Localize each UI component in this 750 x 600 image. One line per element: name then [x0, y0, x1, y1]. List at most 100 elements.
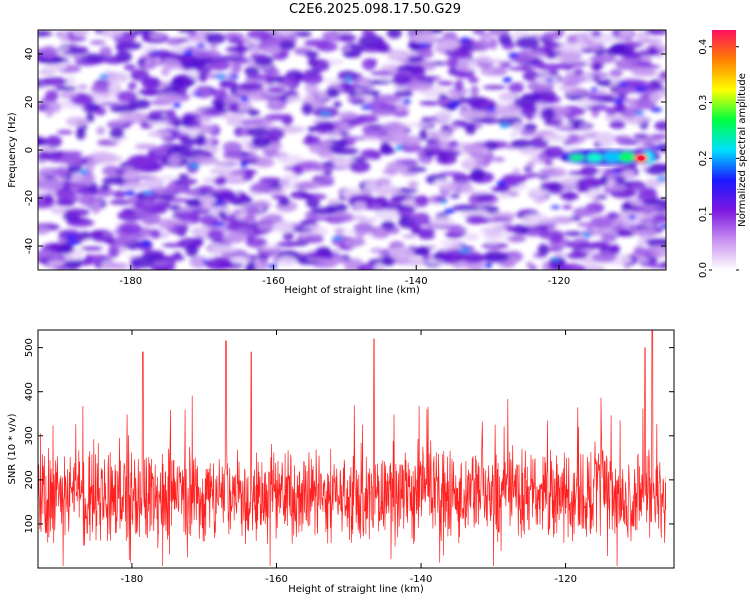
heatmap-cell	[185, 244, 199, 258]
heatmap-cell	[71, 175, 97, 181]
heatmap-cell	[439, 200, 448, 204]
heatmap-cell	[386, 131, 410, 145]
spectrogram-ticks: -180 -160 -140 -120 -40 -20 0 20 40	[24, 30, 666, 287]
heatmap-cell	[62, 36, 87, 42]
heatmap-cell	[188, 120, 202, 128]
heatmap-cell	[196, 43, 206, 48]
heatmap-cell	[100, 30, 124, 38]
heatmap-cell	[623, 52, 642, 59]
heatmap-cell	[602, 151, 623, 162]
heatmap-cell	[396, 205, 416, 211]
heatmap-cell	[216, 190, 238, 202]
heatmap-cell	[641, 38, 663, 44]
heatmap-cell	[524, 172, 541, 178]
heatmap-cell	[525, 115, 535, 121]
heatmap-cell	[72, 190, 94, 195]
heatmap-cell	[619, 81, 628, 87]
heatmap-cell	[236, 194, 250, 202]
heatmap-cell	[123, 63, 136, 71]
heatmap-cell	[475, 193, 496, 202]
heatmap-cell	[183, 189, 202, 195]
heatmap-cell	[316, 41, 338, 52]
heatmap-cell	[158, 218, 175, 230]
heatmap-cell	[505, 227, 520, 232]
heatmap-cell	[519, 103, 538, 117]
heatmap-cell	[147, 116, 170, 121]
heatmap-cell	[556, 51, 583, 64]
heatmap-cell	[204, 257, 233, 270]
heatmap-cell	[407, 181, 419, 188]
heatmap-cell	[64, 259, 81, 270]
heatmap-cell	[279, 39, 296, 51]
heatmap-cell	[537, 63, 564, 71]
heatmap-cell	[220, 234, 248, 243]
heatmap-cell	[209, 146, 220, 154]
y-tick-label: 400	[24, 382, 35, 401]
heatmap-cell	[510, 139, 534, 148]
heatmap-cell	[38, 30, 53, 37]
heatmap-cell	[307, 90, 328, 95]
heatmap-cell	[238, 82, 263, 92]
heatmap-cell	[458, 60, 470, 72]
heatmap-cell	[470, 85, 479, 97]
heatmap-cell	[491, 30, 505, 34]
heatmap-cell	[546, 78, 554, 83]
heatmap-cell	[83, 162, 95, 172]
heatmap-cell	[207, 229, 225, 241]
heatmap-cell	[128, 98, 151, 110]
heatmap-cell	[634, 110, 644, 116]
heatmap-cell	[636, 137, 663, 145]
heatmap-cell	[414, 195, 429, 208]
heatmap-cell	[56, 129, 73, 135]
heatmap-cell	[143, 177, 165, 189]
heatmap-cell	[589, 241, 610, 250]
heatmap-cell	[410, 64, 426, 75]
heatmap-cell	[613, 87, 641, 94]
heatmap-cell	[257, 254, 270, 259]
heatmap-cell	[195, 65, 212, 75]
heatmap-signal	[560, 149, 658, 166]
heatmap-cell	[543, 160, 554, 166]
heatmap-cell	[411, 227, 436, 235]
heatmap-cell	[496, 180, 507, 187]
heatmap-cell	[338, 33, 356, 43]
heatmap-cell	[176, 211, 199, 222]
heatmap-cell	[130, 256, 155, 269]
heatmap-cell	[604, 183, 628, 192]
heatmap-cell	[174, 127, 201, 135]
heatmap-cell	[452, 204, 480, 212]
heatmap-cell	[277, 154, 305, 165]
spectrogram-y-label: Frequency (Hz)	[7, 112, 18, 188]
heatmap-cell	[636, 49, 662, 56]
heatmap-cell	[142, 190, 154, 195]
heatmap-cell	[41, 76, 68, 86]
heatmap-cell	[240, 96, 249, 102]
heatmap-cell	[484, 151, 495, 163]
heatmap-cell	[436, 97, 451, 104]
heatmap-cell	[609, 68, 623, 78]
heatmap-cell	[197, 72, 208, 83]
heatmap-cell	[595, 131, 615, 145]
heatmap-cell	[301, 102, 314, 115]
heatmap-cell	[192, 92, 203, 97]
heatmap-cell	[510, 107, 521, 112]
heatmap-cell	[501, 173, 527, 185]
heatmap-cell	[209, 42, 218, 51]
heatmap-cell	[394, 89, 414, 98]
heatmap-cell	[491, 186, 509, 193]
heatmap-cell	[245, 74, 274, 80]
heatmap-cell	[542, 133, 570, 143]
heatmap-cell	[65, 116, 88, 127]
heatmap-cell	[561, 204, 573, 210]
heatmap-cell	[118, 222, 142, 235]
heatmap-cell	[415, 75, 442, 81]
heatmap-cell	[55, 198, 76, 207]
heatmap-cell	[301, 73, 324, 85]
heatmap-cell	[300, 219, 318, 225]
heatmap-cell	[499, 122, 510, 129]
heatmap-cell	[498, 33, 513, 45]
heatmap-cell	[437, 149, 461, 157]
heatmap-cell	[152, 265, 171, 270]
heatmap-cell	[278, 125, 306, 133]
heatmap-cell	[310, 207, 338, 215]
